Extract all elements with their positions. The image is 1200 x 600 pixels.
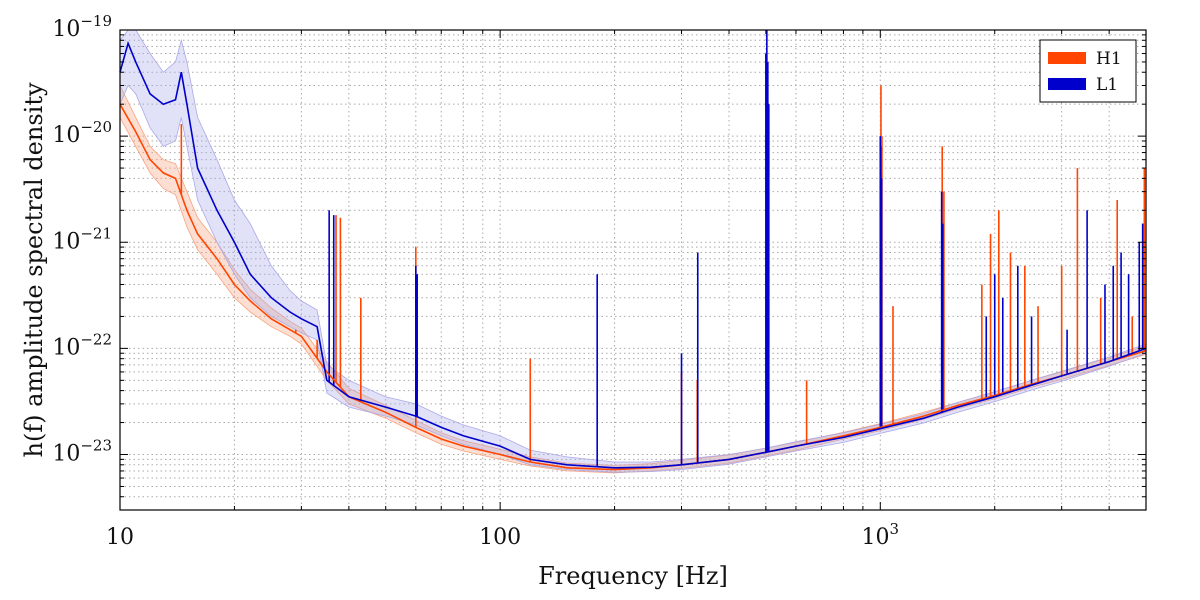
band-l1 — [119, 29, 1147, 473]
legend-label-h1: H1 — [1096, 49, 1122, 69]
legend-swatch-h1 — [1048, 52, 1086, 64]
tick-labels: 10 100 103 10−19 10−20 10−21 10−22 10−23 — [52, 12, 899, 550]
series-spikes — [180, 30, 1146, 467]
series-lines — [119, 40, 1147, 471]
x-tick-label: 100 — [479, 525, 521, 550]
legend-label-l1: L1 — [1096, 75, 1118, 95]
x-tick-label: 103 — [862, 520, 900, 550]
y-tick-label: 10−22 — [52, 330, 112, 360]
legend: H1 L1 — [1039, 39, 1137, 103]
y-axis-label: h(f) amplitude spectral density — [20, 82, 48, 457]
legend-box — [1039, 39, 1137, 103]
plot-frame — [119, 29, 1147, 511]
y-tick-label: 10−21 — [52, 224, 112, 254]
y-tick-label: 10−23 — [52, 437, 112, 467]
y-tick-label: 10−19 — [52, 12, 112, 42]
axis-ticks — [119, 29, 1147, 511]
line-h1 — [119, 103, 1147, 471]
legend-swatch-l1 — [1048, 78, 1086, 90]
y-tick-label: 10−20 — [52, 118, 112, 148]
series-bands — [119, 29, 1147, 474]
x-tick-label: 10 — [106, 525, 134, 550]
x-axis-label: Frequency [Hz] — [538, 562, 728, 590]
grid-lines — [119, 29, 1147, 511]
line-l1 — [119, 40, 1147, 469]
